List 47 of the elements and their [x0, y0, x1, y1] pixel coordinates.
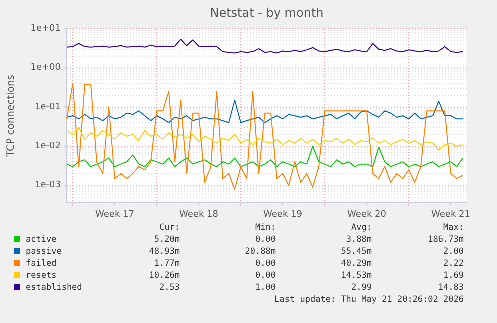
y-axis-title: TCP connections [6, 74, 17, 158]
legend-label: resets [26, 271, 57, 281]
text: 186.73m [428, 235, 464, 245]
text: Avg: [352, 223, 372, 233]
y-tick-label: 1e-03 [35, 180, 61, 191]
y-tick-label: 1e+01 [30, 24, 61, 34]
x-tick-label: Week 19 [264, 210, 303, 220]
legend-label: active [26, 235, 57, 245]
text: 2.53 [160, 283, 180, 293]
chart-title: Netstat - by month [210, 6, 324, 20]
text: Cur: [160, 223, 180, 233]
text: 0.00 [256, 259, 276, 269]
legend-label: passive [26, 247, 62, 257]
text: 48.93m [149, 247, 180, 257]
x-tick-label: Week 21 [432, 210, 470, 220]
text: 55.45m [341, 247, 372, 257]
x-tick-label: Week 17 [96, 210, 134, 220]
text: 2.22 [444, 259, 464, 269]
line-series [66, 38, 464, 54]
text: 10.26m [149, 271, 180, 281]
line-series [66, 146, 464, 168]
text: Max: [444, 223, 464, 233]
legend-label: established [26, 283, 82, 293]
text: 20.88m [245, 247, 276, 257]
y-tick-label: 1e-02 [35, 141, 61, 152]
text: 0.00 [256, 235, 276, 245]
text: Last update: Thu May 21 20:26:02 2026 [274, 295, 464, 305]
text: 1.69 [444, 271, 464, 281]
text: 2.00 [444, 247, 464, 257]
text: 40.29m [341, 259, 372, 269]
text: 14.53m [341, 271, 372, 281]
legend-label: failed [26, 259, 57, 269]
text: 5.20m [154, 235, 180, 245]
x-tick-label: Week 18 [180, 210, 219, 220]
line-series [66, 83, 464, 190]
text: 1.00 [256, 283, 276, 293]
text: 1.77m [154, 259, 180, 269]
text: 14.83 [438, 283, 464, 293]
text: 0.00 [256, 271, 276, 281]
x-tick-label: Week 20 [348, 210, 387, 220]
line-series [66, 127, 464, 151]
line-series [66, 100, 464, 124]
y-tick-label: 1e+00 [30, 63, 62, 74]
text: 2.99 [352, 283, 372, 293]
text: Min: [256, 223, 276, 233]
text: 3.88m [346, 235, 372, 245]
y-tick-label: 1e-01 [35, 102, 61, 112]
